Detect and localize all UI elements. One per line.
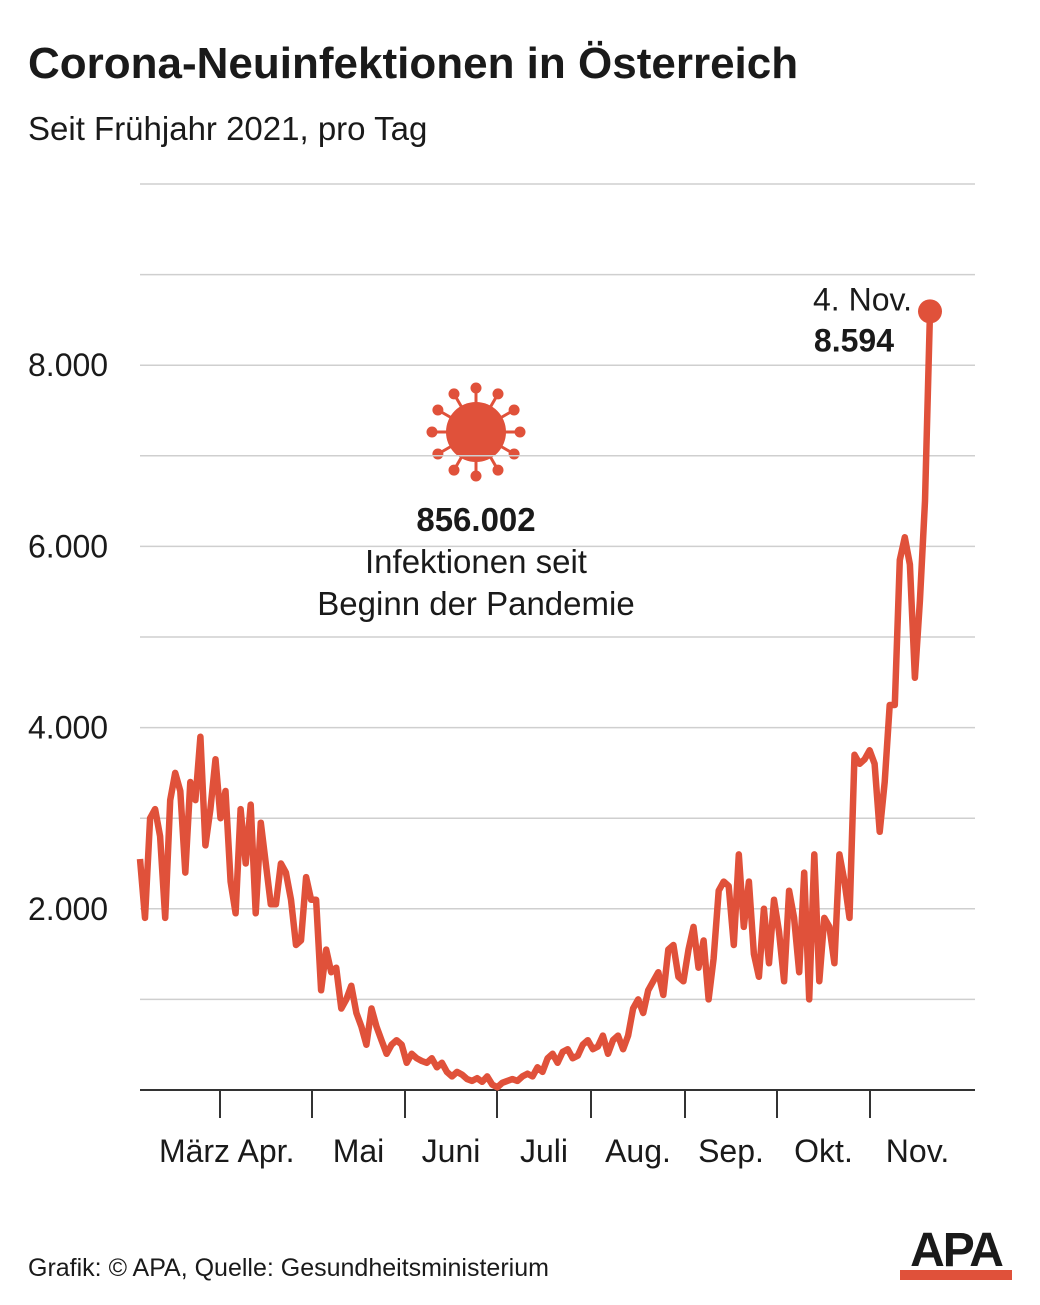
virus-knob	[514, 426, 526, 438]
virus-knob	[432, 404, 444, 416]
x-tick-label: März	[159, 1133, 230, 1169]
x-tick-label: Nov.	[886, 1133, 949, 1169]
virus-knob	[432, 448, 444, 460]
x-tick-label: Okt.	[794, 1133, 853, 1169]
line	[136, 311, 934, 1091]
virus-knob	[492, 388, 504, 400]
virus-knob	[470, 382, 482, 394]
end-point	[918, 299, 942, 324]
logo: APA	[910, 1224, 1003, 1277]
virus-knob	[470, 470, 482, 482]
virus-knob	[426, 426, 438, 438]
virus-icon	[426, 382, 526, 482]
end-date: 4. Nov.	[813, 281, 912, 317]
virus-knob	[508, 404, 520, 416]
y-tick-label: 6.000	[28, 528, 108, 564]
x-tick-label: Apr.	[238, 1133, 295, 1169]
y-tick-label: 2.000	[28, 891, 108, 927]
source: Grafik: © APA, Quelle: Gesundheitsminist…	[28, 1254, 549, 1282]
virus-knob	[492, 464, 504, 476]
x-tick-label: Aug.	[605, 1133, 671, 1169]
annotation-text: Beginn der Pandemie	[317, 585, 634, 622]
chart-subtitle: Seit Frühjahr 2021, pro Tag	[28, 110, 427, 147]
virus-knob	[448, 388, 460, 400]
x-tick-label: Sep.	[698, 1133, 764, 1169]
end-value-label: 8.594	[814, 322, 894, 358]
chart-title: Corona-Neuinfektionen in Österreich	[28, 39, 798, 88]
x-tick-label: Juni	[422, 1133, 481, 1169]
logo-bar	[900, 1270, 1012, 1280]
y-tick-label: 8.000	[28, 347, 108, 383]
annotation-total: 856.002	[416, 501, 535, 538]
x-tick-label: Juli	[520, 1133, 568, 1169]
annotation-text: Infektionen seit	[365, 543, 587, 580]
x-tick-label: Mai	[333, 1133, 385, 1169]
virus-knob	[508, 448, 520, 460]
y-tick-label: 4.000	[28, 710, 108, 746]
virus-knob	[448, 464, 460, 476]
